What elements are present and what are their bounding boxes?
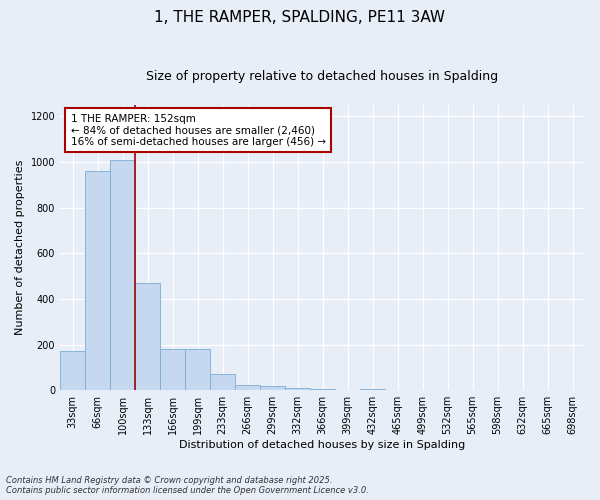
Text: 1 THE RAMPER: 152sqm
← 84% of detached houses are smaller (2,460)
16% of semi-de: 1 THE RAMPER: 152sqm ← 84% of detached h… <box>71 114 326 147</box>
Bar <box>260 386 285 390</box>
X-axis label: Distribution of detached houses by size in Spalding: Distribution of detached houses by size … <box>179 440 466 450</box>
Text: Contains HM Land Registry data © Crown copyright and database right 2025.
Contai: Contains HM Land Registry data © Crown c… <box>6 476 369 495</box>
Bar <box>235 385 260 390</box>
Bar <box>185 349 210 390</box>
Bar <box>60 352 85 390</box>
Bar <box>285 388 310 390</box>
Bar <box>160 349 185 390</box>
Title: Size of property relative to detached houses in Spalding: Size of property relative to detached ho… <box>146 70 499 83</box>
Bar <box>135 283 160 390</box>
Bar <box>85 171 110 390</box>
Bar <box>210 374 235 390</box>
Text: 1, THE RAMPER, SPALDING, PE11 3AW: 1, THE RAMPER, SPALDING, PE11 3AW <box>155 10 445 25</box>
Y-axis label: Number of detached properties: Number of detached properties <box>15 160 25 336</box>
Bar <box>110 160 135 390</box>
